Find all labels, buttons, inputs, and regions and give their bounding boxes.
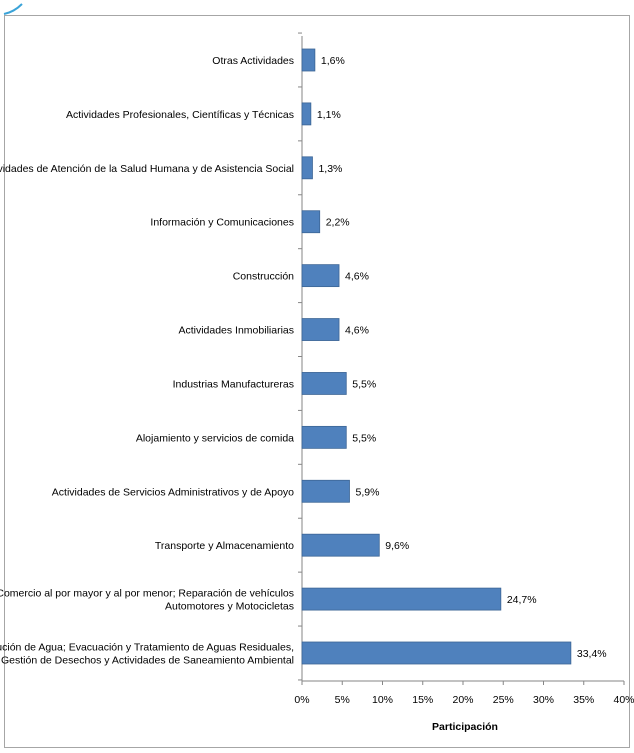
bar bbox=[301, 318, 340, 341]
bar bbox=[301, 210, 321, 234]
value-label: 4,6% bbox=[345, 271, 369, 283]
bar bbox=[301, 156, 313, 180]
bar bbox=[301, 48, 316, 72]
category-label: Construcción bbox=[233, 271, 294, 283]
x-tick-label: 30% bbox=[533, 694, 554, 706]
bar bbox=[301, 372, 347, 395]
value-label: 5,5% bbox=[352, 432, 376, 444]
value-label: 1,3% bbox=[318, 163, 342, 175]
value-label: 2,2% bbox=[326, 217, 350, 229]
value-label: 5,5% bbox=[352, 378, 376, 390]
bar bbox=[301, 479, 350, 503]
x-tick-label: 15% bbox=[412, 694, 433, 706]
x-tick-label: 40% bbox=[613, 694, 634, 706]
category-label: Alojamiento y servicios de comida bbox=[136, 432, 294, 444]
bar bbox=[301, 533, 380, 557]
x-tick-label: 10% bbox=[372, 694, 393, 706]
value-label: 1,6% bbox=[321, 55, 345, 67]
bar bbox=[301, 425, 347, 449]
bar bbox=[301, 587, 502, 611]
category-label: Otras Actividades bbox=[212, 55, 294, 67]
value-label: 24,7% bbox=[507, 594, 537, 606]
category-label: Actividades Profesionales, Científicas y… bbox=[66, 109, 294, 121]
category-label: Actividades de Servicios Administrativos… bbox=[52, 486, 294, 498]
x-tick-label: 25% bbox=[493, 694, 514, 706]
category-label: Actividades Inmobiliarias bbox=[178, 325, 294, 337]
category-label: Gestión de Desechos y Actividades de San… bbox=[1, 655, 294, 667]
x-tick-label: 0% bbox=[294, 694, 309, 706]
value-label: 9,6% bbox=[385, 540, 409, 552]
value-label: 33,4% bbox=[577, 648, 607, 660]
category-label: Industrias Manufactureras bbox=[173, 378, 294, 390]
category-label: Comercio al por mayor y al por menor; Re… bbox=[0, 588, 294, 600]
bar bbox=[301, 264, 340, 288]
chart-frame bbox=[4, 15, 630, 748]
x-tick-label: 20% bbox=[452, 694, 473, 706]
category-label: Distribución de Agua; Evacuación y Trata… bbox=[0, 642, 294, 654]
corner-decoration bbox=[3, 3, 23, 15]
value-label: 4,6% bbox=[345, 325, 369, 337]
x-tick-label: 35% bbox=[573, 694, 594, 706]
category-label: Actividades de Atención de la Salud Huma… bbox=[0, 163, 294, 175]
x-axis-title: Participación bbox=[432, 721, 498, 733]
value-label: 5,9% bbox=[355, 486, 379, 498]
category-label: Información y Comunicaciones bbox=[150, 217, 294, 229]
category-label: Transporte y Almacenamiento bbox=[155, 540, 294, 552]
x-tick-label: 5% bbox=[335, 694, 350, 706]
bar bbox=[301, 641, 572, 665]
value-label: 1,1% bbox=[317, 109, 341, 121]
category-label: Automotores y Motocicletas bbox=[165, 601, 294, 613]
bar bbox=[301, 102, 312, 126]
